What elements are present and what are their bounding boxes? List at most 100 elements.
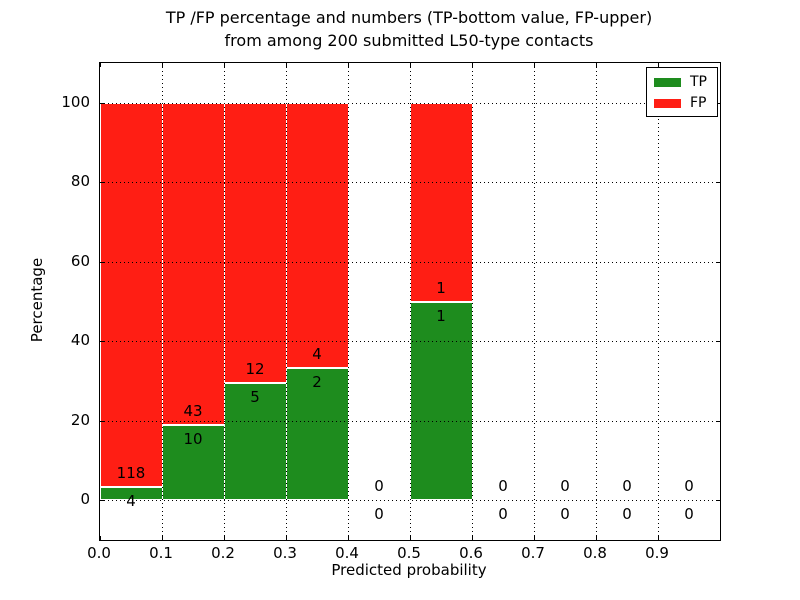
- x-axis-label: Predicted probability: [331, 561, 487, 579]
- y-tick-mark: [716, 182, 720, 184]
- y-gridline: [100, 420, 720, 422]
- tp-count-label: 0: [684, 505, 694, 524]
- x-tick-label: 0.9: [645, 544, 669, 562]
- x-gridline: [596, 63, 597, 540]
- x-tick-label: 0.6: [459, 544, 483, 562]
- fp-swatch-icon: [654, 98, 681, 108]
- x-tick-mark: [348, 536, 349, 540]
- x-tick-mark: [348, 63, 349, 67]
- tp-count-label: 0: [622, 505, 632, 524]
- y-tick-label: 0: [80, 490, 90, 509]
- bar-segment-tp: [410, 301, 473, 501]
- x-tick-label: 0.1: [149, 544, 173, 562]
- y-tick-label: 20: [70, 410, 90, 429]
- y-tick-label: 40: [70, 331, 90, 350]
- tp-count-label: 0: [498, 505, 508, 524]
- y-tick-mark: [100, 102, 104, 104]
- fp-count-label: 0: [684, 477, 694, 496]
- x-tick-mark: [100, 536, 101, 540]
- x-tick-mark: [596, 536, 597, 540]
- x-tick-mark: [286, 63, 287, 67]
- y-tick-label: 60: [70, 251, 90, 270]
- legend: TP FP: [646, 67, 718, 117]
- bar-segment-fp: [100, 102, 163, 488]
- tp-count-label: 0: [374, 505, 384, 524]
- fp-count-label: 0: [622, 477, 632, 496]
- x-tick-mark: [224, 63, 225, 67]
- tp-count-label: 0: [560, 505, 570, 524]
- fp-count-label: 0: [374, 477, 384, 496]
- x-tick-mark: [162, 63, 163, 67]
- y-gridline: [100, 261, 720, 263]
- y-tick-mark: [100, 182, 104, 184]
- fp-count-label: 118: [116, 464, 146, 483]
- y-axis-label: Percentage: [28, 257, 46, 343]
- y-tick-label: 100: [61, 92, 90, 111]
- fp-count-label: 0: [498, 477, 508, 496]
- tp-count-label: 1: [436, 306, 446, 325]
- bar-segment-tp: [162, 425, 225, 501]
- fp-count-label: 0: [560, 477, 570, 496]
- x-tick-mark: [596, 63, 597, 67]
- x-tick-mark: [658, 63, 659, 67]
- tp-count-label: 5: [250, 388, 260, 407]
- y-gridline: [100, 500, 720, 502]
- legend-label-fp: FP: [690, 95, 707, 111]
- tp-count-label: 2: [312, 372, 322, 391]
- chart-title-line2: from among 200 submitted L50-type contac…: [224, 31, 594, 50]
- y-gridline: [100, 102, 720, 104]
- bar-segment-fp: [410, 102, 473, 302]
- chart-title: TP /FP percentage and numbers (TP-bottom…: [99, 6, 719, 52]
- y-gridline: [100, 341, 720, 343]
- x-tick-mark: [410, 536, 411, 540]
- y-tick-mark: [100, 420, 104, 422]
- y-tick-mark: [716, 420, 720, 422]
- x-tick-label: 0.8: [583, 544, 607, 562]
- y-tick-mark: [100, 500, 104, 502]
- x-tick-label: 0.4: [335, 544, 359, 562]
- y-gridline: [100, 182, 720, 184]
- x-tick-label: 0.3: [273, 544, 297, 562]
- x-tick-mark: [224, 536, 225, 540]
- y-tick-mark: [100, 261, 104, 263]
- x-gridline: [658, 63, 659, 540]
- x-tick-label: 0.5: [397, 544, 421, 562]
- x-tick-label: 0.2: [211, 544, 235, 562]
- y-tick-mark: [716, 341, 720, 343]
- x-tick-mark: [472, 536, 473, 540]
- bar-segment-fp: [162, 102, 225, 426]
- fp-count-label: 4: [312, 344, 322, 363]
- legend-entry-tp: TP: [654, 74, 710, 90]
- fp-count-label: 1: [436, 278, 446, 297]
- x-tick-mark: [410, 63, 411, 67]
- x-tick-label: 0.0: [87, 544, 111, 562]
- x-gridline: [534, 63, 535, 540]
- x-gridline: [348, 63, 349, 540]
- x-tick-mark: [658, 536, 659, 540]
- x-tick-mark: [286, 536, 287, 540]
- x-tick-mark: [100, 63, 101, 67]
- tp-count-label: 10: [183, 430, 203, 449]
- tp-swatch-icon: [654, 77, 681, 87]
- x-tick-mark: [162, 536, 163, 540]
- fp-count-label: 12: [245, 360, 265, 379]
- fp-count-label: 43: [183, 402, 203, 421]
- tp-count-label: 4: [126, 492, 136, 511]
- x-tick-label: 0.7: [521, 544, 545, 562]
- y-tick-mark: [716, 261, 720, 263]
- bar-segment-fp: [286, 102, 349, 368]
- y-tick-label: 80: [70, 172, 90, 191]
- x-tick-mark: [472, 63, 473, 67]
- x-tick-mark: [534, 536, 535, 540]
- y-tick-mark: [716, 102, 720, 104]
- x-gridline: [224, 63, 225, 540]
- y-tick-mark: [100, 341, 104, 343]
- x-gridline: [286, 63, 287, 540]
- chart-title-line1: TP /FP percentage and numbers (TP-bottom…: [165, 8, 653, 27]
- plot-area: TP FP 118 4 43 10 12 5 4 2 0 0 1 1 0 0 0 0 0 0 0 0: [99, 62, 721, 541]
- x-gridline: [162, 63, 163, 540]
- bar-segment-tp: [224, 383, 287, 501]
- x-gridline: [472, 63, 473, 540]
- x-gridline: [410, 63, 411, 540]
- legend-entry-fp: FP: [654, 95, 710, 111]
